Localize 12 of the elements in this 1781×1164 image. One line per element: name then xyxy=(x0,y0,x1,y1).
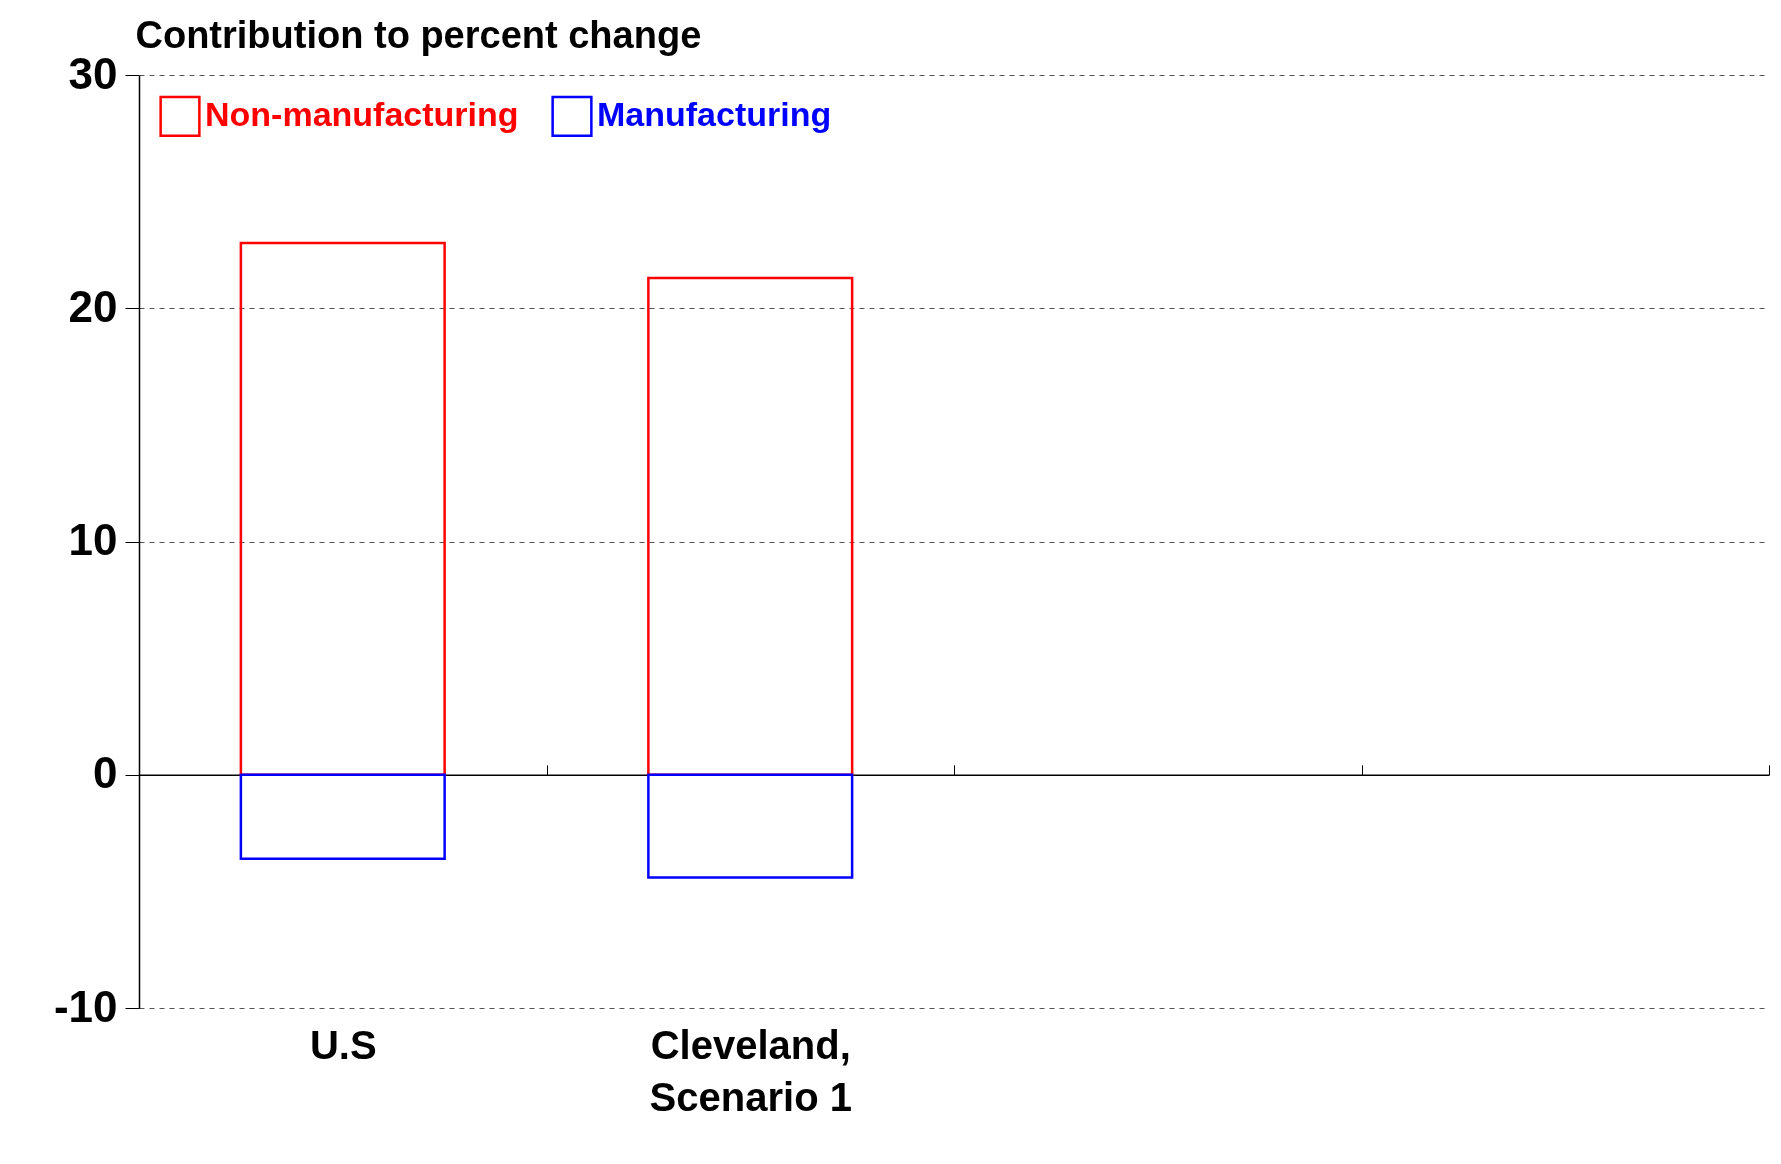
x-tick-label: Cleveland, Scenario 1 xyxy=(649,1022,852,1119)
bar xyxy=(647,773,854,879)
legend-label: Manufacturing xyxy=(597,95,832,134)
y-tick-label: 20 xyxy=(68,281,118,331)
y-axis-title: Contribution to percent change xyxy=(135,13,702,56)
bar xyxy=(239,773,446,860)
y-tick-label: 30 xyxy=(68,48,118,98)
legend-label: Non-manufacturing xyxy=(205,95,519,134)
y-tick-label: 10 xyxy=(68,515,118,564)
x-tick-label: U.S xyxy=(309,1022,377,1067)
y-tick-label: -10 xyxy=(53,981,118,1031)
y-tick-label: 0 xyxy=(93,748,118,798)
